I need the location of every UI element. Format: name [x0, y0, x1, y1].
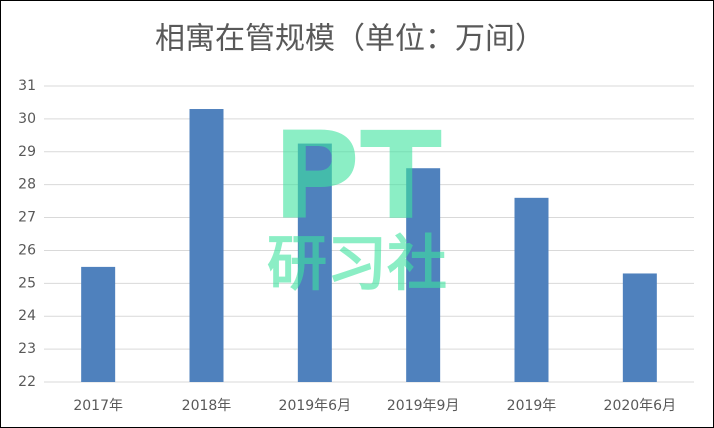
y-tick-label: 24: [18, 308, 36, 324]
y-tick-label: 28: [18, 177, 36, 193]
x-tick-label: 2019年6月: [279, 398, 352, 414]
y-tick-label: 26: [18, 242, 36, 258]
bar: [189, 109, 224, 383]
y-tick-label: 25: [18, 275, 36, 291]
watermark: PT: [272, 108, 442, 247]
x-tick-label: 2017年: [73, 398, 123, 414]
y-tick-label: 22: [18, 374, 36, 390]
x-tick-label: 2019年9月: [387, 398, 460, 414]
x-tick-label: 2020年6月: [604, 398, 677, 414]
watermark: 研习社: [267, 230, 447, 300]
y-tick-label: 29: [18, 144, 36, 160]
x-tick-label: 2019年: [507, 398, 557, 414]
bar: [406, 168, 441, 382]
bar: [297, 143, 332, 382]
bar: [622, 273, 657, 382]
y-tick-label: 31: [18, 78, 36, 94]
chart-title: 相寓在管规模（单位：万间）: [155, 22, 545, 57]
y-tick-label: 27: [18, 210, 36, 226]
y-tick-label: 30: [18, 111, 36, 127]
bar: [514, 197, 549, 382]
bar: [81, 266, 116, 382]
x-tick-label: 2018年: [182, 398, 232, 414]
y-tick-label: 23: [18, 341, 36, 357]
